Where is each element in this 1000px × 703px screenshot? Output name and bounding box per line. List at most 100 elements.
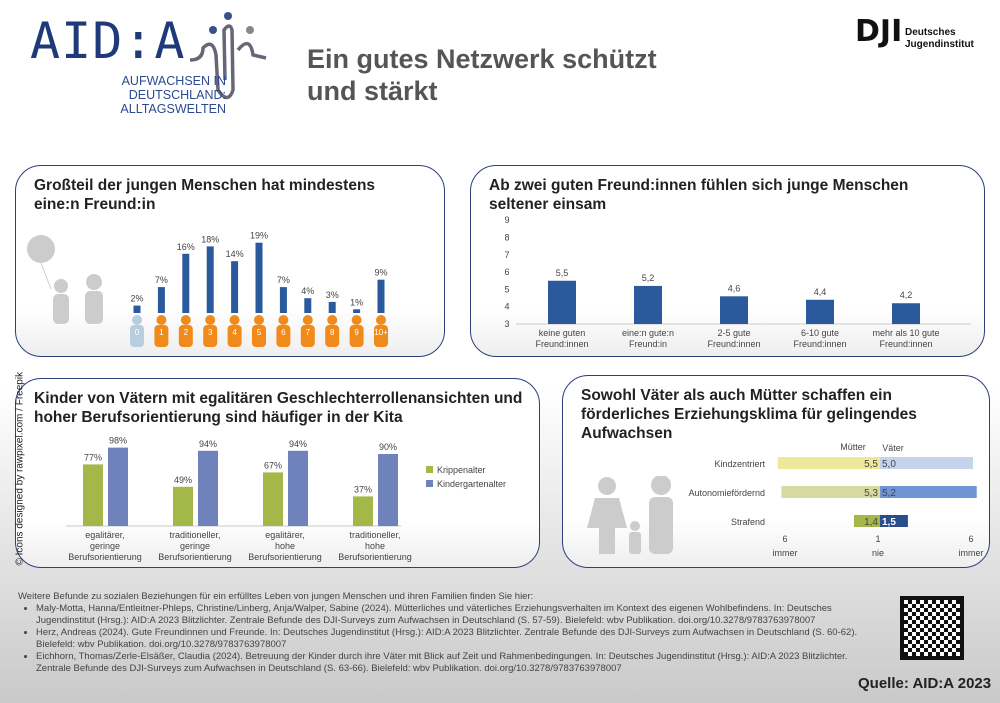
axis-text: immer bbox=[959, 548, 984, 558]
bar-label: 90% bbox=[379, 442, 397, 452]
bar-label: 3% bbox=[326, 290, 339, 300]
bar-label: 37% bbox=[354, 484, 372, 494]
category-label: Freund:innen bbox=[707, 339, 760, 349]
category-label: 1 bbox=[159, 328, 164, 337]
bar bbox=[892, 303, 920, 324]
y-tick: 4 bbox=[504, 302, 509, 312]
axis-text: nie bbox=[872, 548, 884, 558]
person-head-icon bbox=[278, 315, 289, 325]
bar-mothers bbox=[781, 486, 880, 498]
dji-logo: DJI bbox=[855, 14, 903, 49]
category-label: 8 bbox=[330, 328, 335, 337]
bar-fathers bbox=[880, 515, 908, 527]
bar bbox=[198, 450, 218, 526]
y-tick: 8 bbox=[504, 233, 509, 243]
bar bbox=[255, 242, 263, 313]
category-label: Strafend bbox=[731, 517, 765, 527]
panel-friends-count: Großteil der jungen Menschen hat mindest… bbox=[15, 165, 445, 357]
category-label: eine:n gute:n bbox=[622, 328, 674, 338]
category-label: hohe bbox=[275, 541, 295, 551]
panel-title: Großteil der jungen Menschen hat mindest… bbox=[34, 177, 376, 213]
bar bbox=[173, 486, 193, 526]
bar bbox=[304, 298, 312, 313]
category-label: Autonomiefördernd bbox=[688, 488, 765, 498]
dji-name: Deutsches Jugendinstitut bbox=[905, 27, 974, 51]
family-icon bbox=[587, 476, 673, 554]
panel-title: Sowohl Väter als auch Mütter schaffen ei… bbox=[581, 387, 917, 442]
qr-code[interactable] bbox=[900, 596, 964, 660]
bar bbox=[634, 285, 662, 324]
bar bbox=[231, 261, 239, 313]
bar-label: 4,6 bbox=[728, 283, 741, 293]
bar-mothers bbox=[777, 457, 880, 469]
category-label: geringe bbox=[90, 541, 120, 551]
bar-label: 4,2 bbox=[900, 290, 913, 300]
panel-kita: Kinder von Vätern mit egalitären Geschle… bbox=[15, 378, 540, 568]
bar-label: 19% bbox=[250, 231, 268, 241]
person-head-icon bbox=[156, 315, 167, 325]
bar bbox=[720, 296, 748, 324]
person-head-icon bbox=[132, 315, 142, 325]
bar bbox=[806, 299, 834, 324]
bar-label: 5,0 bbox=[882, 459, 896, 470]
category-label: Kindzentriert bbox=[714, 459, 765, 469]
category-label: Berufsorientierung bbox=[248, 552, 322, 562]
bar-label: 67% bbox=[264, 460, 282, 470]
category-label: egalitärer, bbox=[85, 530, 125, 540]
dji-name-2: Jugendinstitut bbox=[905, 39, 974, 50]
bar-label: 7% bbox=[155, 275, 168, 285]
bar bbox=[328, 301, 336, 313]
person-head-icon bbox=[229, 315, 240, 325]
y-tick: 3 bbox=[504, 319, 509, 329]
bar-label: 7% bbox=[277, 275, 290, 285]
bar-label: 98% bbox=[109, 436, 127, 446]
panel-title: Ab zwei guten Freund:innen fühlen sich j… bbox=[489, 177, 909, 213]
person-head-icon bbox=[205, 315, 216, 325]
category-label: 6-10 gute bbox=[801, 328, 839, 338]
source-label: Quelle: AID:A 2023 bbox=[858, 675, 992, 692]
person-body-icon bbox=[252, 325, 266, 347]
bar-label: 49% bbox=[174, 475, 192, 485]
chart-parenting: Mütter Väter Kindzentriert 5,5 5,0 Autonomief… bbox=[688, 442, 984, 558]
y-tick: 9 bbox=[504, 215, 509, 225]
references: Weitere Befunde zu sozialen Beziehungen … bbox=[18, 591, 858, 675]
reference-item: Eichhorn, Thomas/Zerle-Elsäßer, Claudia … bbox=[36, 651, 858, 675]
category-label: geringe bbox=[180, 541, 210, 551]
category-label: egalitärer, bbox=[265, 530, 305, 540]
bar-label: 5,2 bbox=[642, 273, 655, 283]
category-label: hohe bbox=[365, 541, 385, 551]
category-label: 10+ bbox=[374, 328, 388, 337]
category-label: traditioneller, bbox=[169, 530, 220, 540]
bar-label: 4% bbox=[301, 286, 314, 296]
bar bbox=[377, 279, 385, 313]
category-label: Berufsorientierung bbox=[158, 552, 232, 562]
category-label: traditioneller, bbox=[349, 530, 400, 540]
person-head-icon bbox=[351, 315, 362, 325]
legend-label: Kindergartenalter bbox=[437, 479, 506, 489]
axis-number: 1 bbox=[875, 534, 880, 544]
bar-label: 18% bbox=[201, 234, 219, 244]
person-head-icon bbox=[180, 315, 191, 325]
person-body-icon bbox=[154, 325, 169, 347]
category-label: Freund:innen bbox=[535, 339, 588, 349]
bar bbox=[353, 496, 373, 526]
dji-name-1: Deutsches bbox=[905, 27, 956, 38]
aida-logo-subtitle: AUFWACHSEN IN DEUTSCHLAND: ALLTAGSWELTEN bbox=[30, 74, 226, 116]
category-label: Freund:innen bbox=[879, 339, 932, 349]
legend-swatch bbox=[426, 480, 433, 487]
bar-label: 5,5 bbox=[864, 459, 878, 470]
chart-kita: 77%98%egalitärer,geringeBerufsorientieru… bbox=[66, 436, 506, 562]
logo-sub-line1: AUFWACHSEN IN DEUTSCHLAND: bbox=[121, 74, 226, 102]
bar-label: 5,5 bbox=[556, 268, 569, 278]
aida-logo-figures-icon bbox=[189, 12, 267, 100]
person-head-icon bbox=[376, 315, 386, 325]
bar bbox=[288, 450, 308, 526]
bar-label: 5,2 bbox=[882, 488, 896, 499]
bar-label: 1% bbox=[350, 297, 363, 307]
category-label: 2 bbox=[184, 328, 189, 337]
bar bbox=[206, 246, 214, 313]
axis-number: 6 bbox=[782, 534, 787, 544]
axis-text: immer bbox=[773, 548, 798, 558]
bar-mothers bbox=[853, 515, 880, 527]
person-head-icon bbox=[302, 315, 313, 325]
